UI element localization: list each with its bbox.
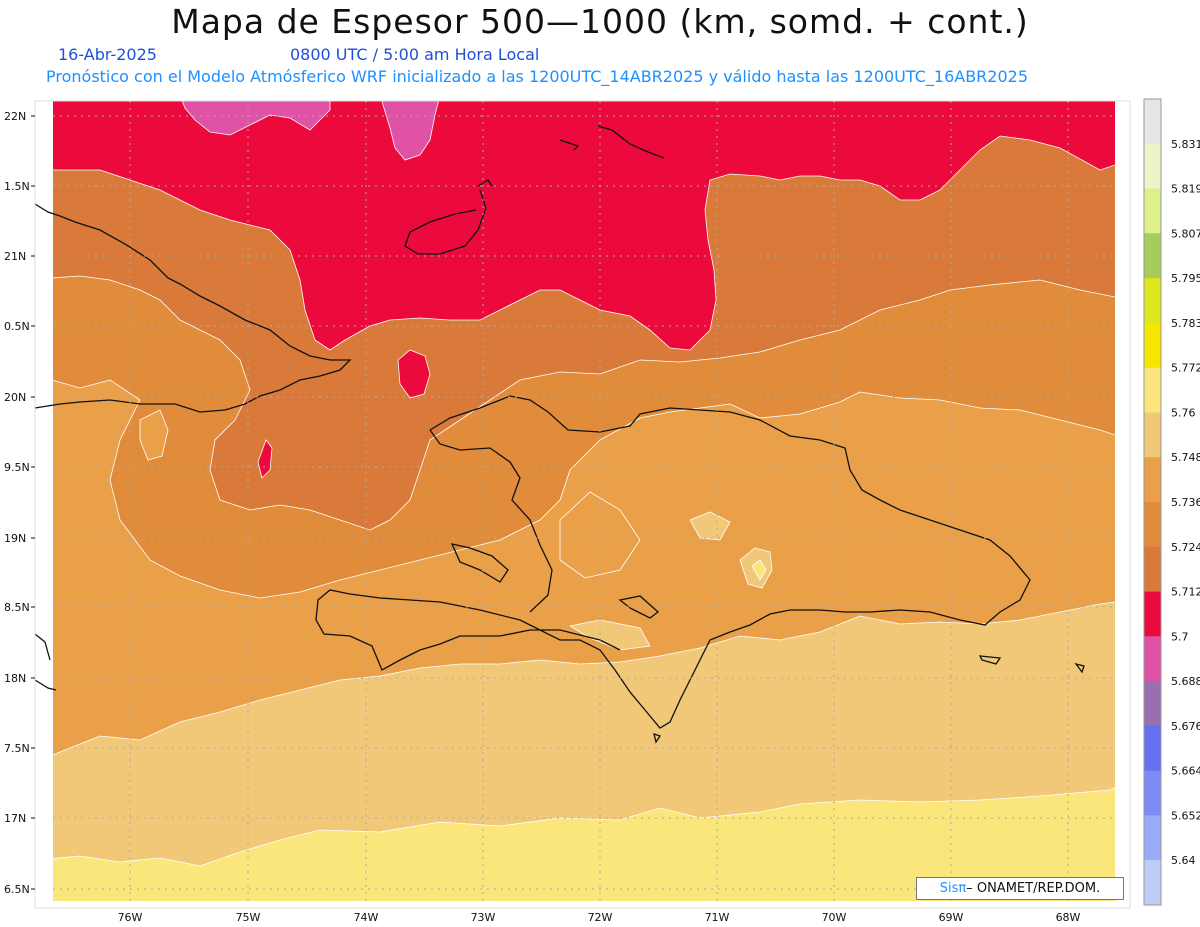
lat-label: 19N xyxy=(4,532,26,545)
credit-text: – ONAMET/REP.DOM. xyxy=(966,881,1101,896)
legend-swatch xyxy=(1144,502,1161,548)
lat-ticks xyxy=(31,115,35,890)
legend-swatch xyxy=(1144,143,1161,190)
lon-label: 68W xyxy=(1056,911,1081,924)
legend-level-label: 5.819 xyxy=(1171,183,1200,196)
lat-label: 9.5N xyxy=(4,461,30,474)
plot-frame xyxy=(34,100,1131,909)
lat-label: 20N xyxy=(4,391,26,404)
coast-bahamas-2 xyxy=(559,139,580,151)
legend-swatch xyxy=(1144,725,1161,772)
lat-lon-grid xyxy=(53,101,1115,901)
legend-level-label: 5.7 xyxy=(1171,630,1189,643)
lat-label: 0.5N xyxy=(4,320,30,333)
legend-swatch xyxy=(1144,233,1161,279)
lon-label: 70W xyxy=(822,911,847,924)
red-blob xyxy=(397,349,431,399)
coast-saona xyxy=(978,655,1002,665)
forecast-time: 0800 UTC / 5:00 am Hora Local xyxy=(290,45,540,64)
lat-label: 22N xyxy=(4,110,26,123)
legend-swatch xyxy=(1144,188,1161,234)
yellow-patch xyxy=(751,559,767,581)
lon-label: 74W xyxy=(354,911,379,924)
map-title: Mapa de Espesor 500—1000 (km, somd. + co… xyxy=(171,2,1029,41)
legend-swatch xyxy=(1144,681,1161,727)
legend-swatch xyxy=(1144,412,1161,458)
tan-patch-2 xyxy=(689,511,731,541)
legend-level-label: 5.64 xyxy=(1171,854,1196,867)
legend-swatch xyxy=(1144,322,1161,369)
legend-swatches xyxy=(1143,98,1162,906)
legend-level-label: 5.831 xyxy=(1171,138,1200,151)
red-blob-2 xyxy=(257,439,273,479)
color-legend: 5.831 5.819 5.807 5.795 5.783 5.772 5.76 5.748 5… xyxy=(1143,98,1200,906)
coast-haiti-west xyxy=(429,429,553,613)
legend-level-label: 5.652 xyxy=(1171,809,1200,822)
lon-label: 76W xyxy=(118,911,143,924)
legend-level-label: 5.676 xyxy=(1171,720,1200,733)
coast-jamaica-edge xyxy=(34,633,51,661)
legend-swatch xyxy=(1144,815,1161,861)
model-description: Pronóstico con el Modelo Atmósferico WRF… xyxy=(46,67,1029,86)
red-band xyxy=(53,101,1115,351)
legend-level-label: 5.807 xyxy=(1171,227,1200,240)
coast-cuba xyxy=(34,203,352,413)
coast-bahamas-1 xyxy=(404,189,487,255)
legend-level-label: 5.76 xyxy=(1171,406,1196,419)
coast-jamaica-edge-2 xyxy=(34,679,57,691)
legend-level-label: 5.772 xyxy=(1171,362,1200,375)
legend-level-label: 5.724 xyxy=(1171,541,1200,554)
lon-axis: 76W 75W 74W 73W 72W 71W 70W 69W 68W xyxy=(118,911,1081,924)
legend-level-label: 5.748 xyxy=(1171,451,1200,464)
lat-label: 1.5N xyxy=(4,180,30,193)
lat-label: 18N xyxy=(4,672,26,685)
lat-label: 21N xyxy=(4,250,26,263)
legend-swatch xyxy=(1144,367,1161,413)
legend-swatch xyxy=(1144,636,1161,682)
legend-level-label: 5.688 xyxy=(1171,675,1200,688)
coast-bahamas-4 xyxy=(477,179,493,187)
lon-label: 72W xyxy=(588,911,613,924)
legend-swatch xyxy=(1144,591,1161,637)
lat-label: 8.5N xyxy=(4,601,30,614)
lat-axis: 22N 1.5N 21N 0.5N 20N 9.5N 19N 8.5N 18N … xyxy=(4,110,30,896)
credit-box: Sisπ– ONAMET/REP.DOM. xyxy=(916,877,1124,900)
coast-beata xyxy=(653,733,662,744)
lon-label: 69W xyxy=(939,911,964,924)
legend-level-label: 5.736 xyxy=(1171,496,1200,509)
legend-frame xyxy=(1143,98,1162,906)
lat-label: 6.5N xyxy=(4,883,30,896)
legend-swatch xyxy=(1144,546,1161,593)
lon-label: 73W xyxy=(471,911,496,924)
coast-bahamas-3 xyxy=(597,125,665,159)
legend-swatch xyxy=(1144,457,1161,503)
legend-swatch xyxy=(1144,860,1161,906)
coast-hispaniola-north xyxy=(315,395,1031,729)
legend-level-label: 5.712 xyxy=(1171,586,1200,599)
legend-level-label: 5.664 xyxy=(1171,765,1200,778)
forecast-date: 16-Abr-2025 xyxy=(58,45,157,64)
magenta-area xyxy=(181,101,331,136)
coastlines xyxy=(34,125,1085,744)
legend-swatch xyxy=(1144,99,1161,145)
shaded-field xyxy=(53,101,1115,901)
lat-label: 17N xyxy=(4,812,26,825)
lon-label: 71W xyxy=(705,911,730,924)
legend-swatch xyxy=(1144,770,1161,816)
coast-mona xyxy=(1074,662,1085,674)
legend-level-label: 5.795 xyxy=(1171,272,1200,285)
coast-gonave xyxy=(450,543,509,583)
legend-labels: 5.831 5.819 5.807 5.795 5.783 5.772 5.76 5.748 5… xyxy=(1171,138,1200,867)
sispi-logo: Sisπ xyxy=(939,881,967,896)
lon-label: 75W xyxy=(236,911,261,924)
light-orange-patch xyxy=(139,409,169,461)
lat-label: 7.5N xyxy=(4,742,30,755)
legend-swatch xyxy=(1144,278,1161,324)
legend-level-label: 5.783 xyxy=(1171,317,1200,330)
